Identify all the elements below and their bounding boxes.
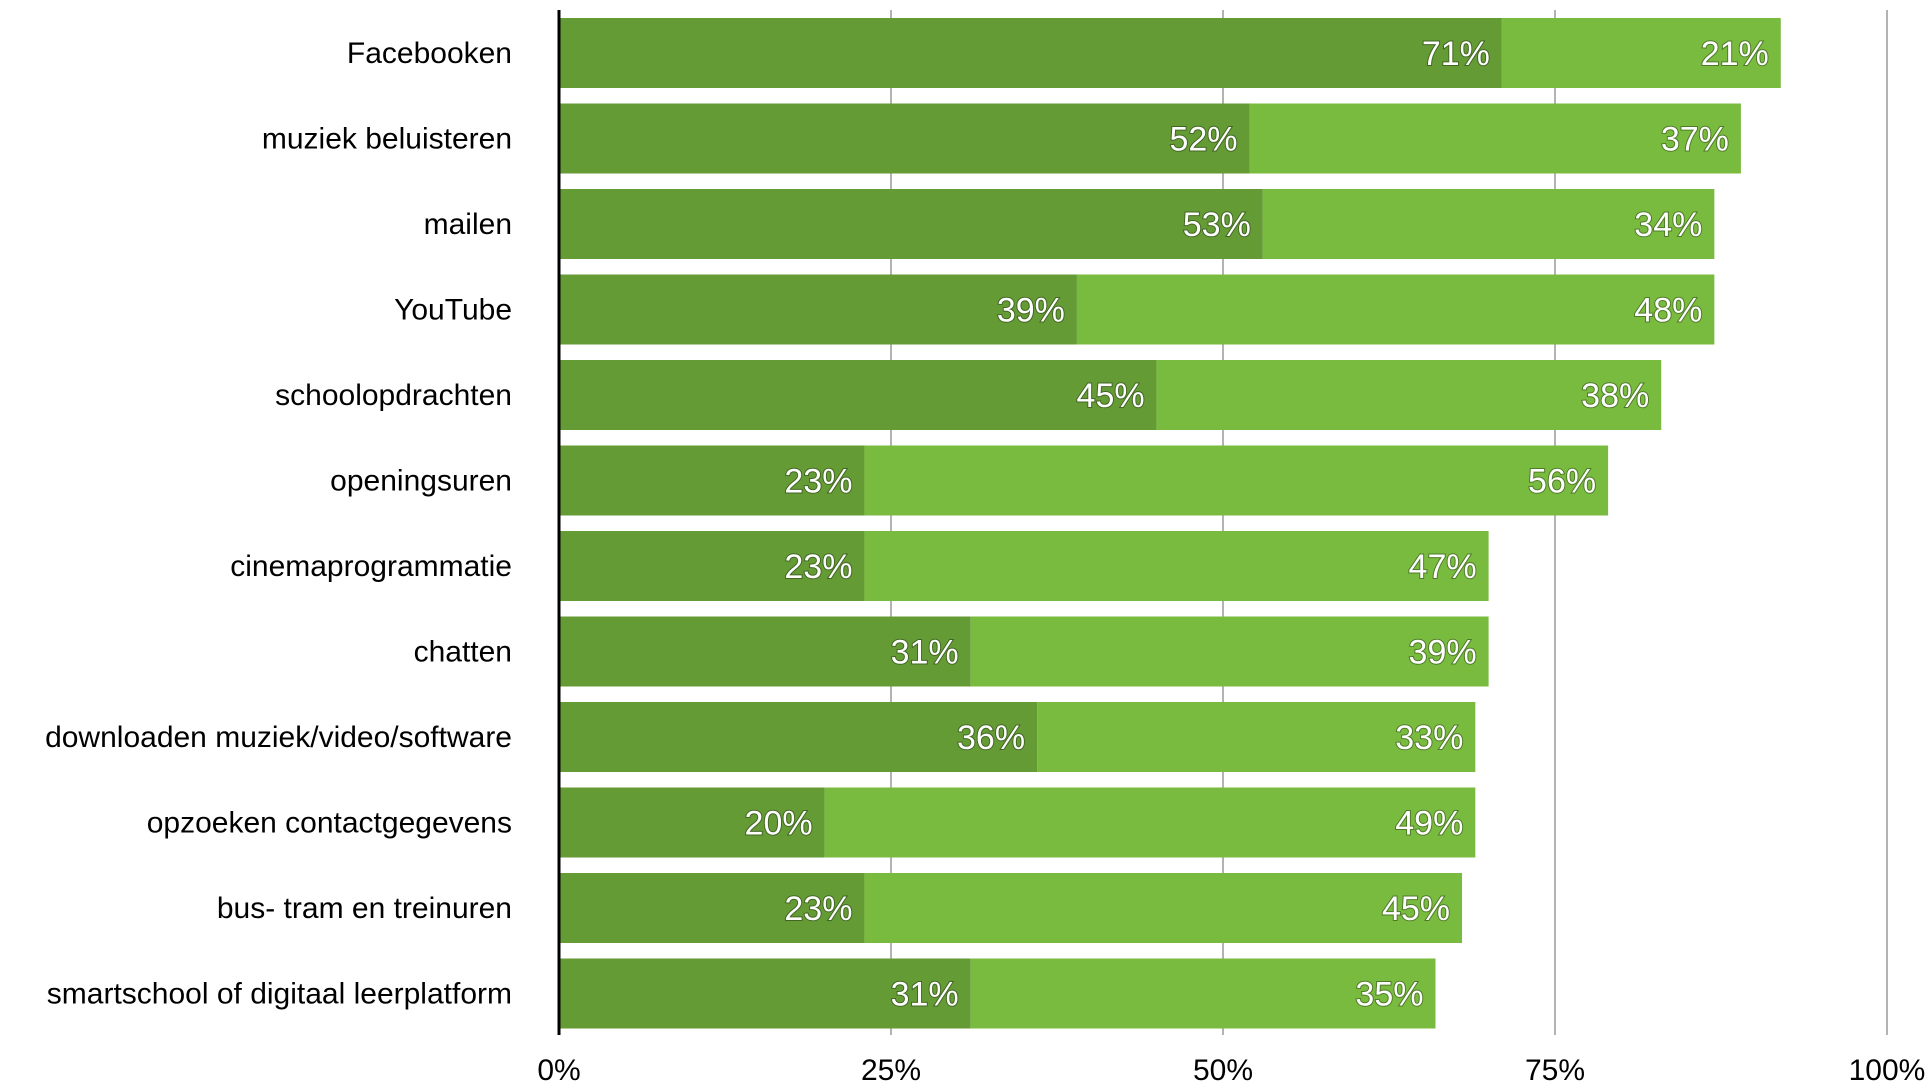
bar-value-label: 39% (1409, 634, 1477, 672)
bar-segment (559, 103, 1250, 174)
bar-segment (559, 18, 1502, 88)
bar-value-label: 34% (1634, 206, 1702, 244)
bar-value-label: 38% (1581, 377, 1649, 415)
bar-segment (864, 445, 1609, 516)
bar-segment (1037, 702, 1476, 772)
x-tick-label: 100% (1849, 1054, 1926, 1087)
bar-value-label: 47% (1409, 548, 1477, 586)
bar-segment (559, 616, 971, 687)
x-tick-label: 0% (537, 1054, 580, 1087)
category-label: chatten (414, 636, 512, 669)
bar-segment (559, 189, 1263, 259)
bar-segment (559, 445, 865, 516)
bar-value-label: 53% (1183, 206, 1251, 244)
bar-segment (559, 787, 825, 858)
bar-value-label: 31% (891, 976, 959, 1014)
bar-segment (559, 360, 1157, 430)
bar-value-label: 45% (1382, 890, 1450, 928)
bar-value-label: 48% (1634, 292, 1702, 330)
category-label: downloaden muziek/video/software (45, 721, 512, 754)
bar-value-label: 23% (784, 463, 852, 501)
bar-segment (970, 958, 1436, 1029)
bar-segment (864, 531, 1489, 601)
category-label: YouTube (394, 294, 512, 327)
category-label: openingsuren (330, 465, 512, 498)
bar-segment (559, 531, 865, 601)
value-labels: 71% 21% 52% 37% 53% 34% 39% 48% 45% 38% 23% 56% 23% 4… (744, 34, 1770, 1015)
bar-value-label: 20% (745, 805, 813, 843)
category-label: bus- tram en treinuren (217, 892, 512, 925)
category-label: schoolopdrachten (275, 379, 512, 412)
x-tick-label: 50% (1193, 1054, 1253, 1087)
bar-value-label: 31% (891, 634, 959, 672)
bar-value-label: 23% (784, 548, 852, 586)
x-tick-label: 25% (861, 1054, 921, 1087)
bar-segment (970, 616, 1489, 687)
bar-segment (559, 274, 1077, 345)
category-label: opzoeken contactgegevens (147, 807, 512, 840)
bar-segment (1249, 103, 1741, 174)
bar-segment (559, 958, 971, 1029)
bar-value-label: 45% (1077, 377, 1145, 415)
bar-value-label: 56% (1528, 463, 1596, 501)
bar-segment (864, 873, 1463, 943)
x-axis-ticks: 0% 25% 50% 75% 100% (537, 1054, 1925, 1087)
bar-segment (1156, 360, 1662, 430)
bar-value-label: 23% (784, 890, 852, 928)
bar-segment (1501, 18, 1781, 88)
bar-value-label: 52% (1169, 121, 1237, 159)
bar-value-label: 71% (1422, 35, 1490, 73)
category-label: muziek beluisteren (262, 123, 512, 156)
bar-segment (824, 787, 1476, 858)
bar-value-label: 37% (1661, 121, 1729, 159)
bar-segment (559, 873, 865, 943)
category-label: mailen (424, 208, 512, 241)
bar-value-label: 33% (1395, 719, 1463, 757)
category-label: cinemaprogrammatie (230, 550, 512, 583)
gridlines (890, 10, 1888, 1035)
category-label: Facebooken (347, 37, 512, 70)
bar-value-label: 35% (1355, 976, 1423, 1014)
bar-value-label: 39% (997, 292, 1065, 330)
bar-segment (559, 702, 1038, 772)
x-tick-label: 75% (1525, 1054, 1585, 1087)
bar-value-label: 36% (957, 719, 1025, 757)
bar-value-label: 21% (1701, 35, 1769, 73)
bar-segment (1076, 274, 1715, 345)
bars (559, 18, 1781, 1029)
bar-segment (1262, 189, 1715, 259)
bar-value-label: 49% (1395, 805, 1463, 843)
category-label: smartschool of digitaal leerplatform (47, 978, 512, 1011)
